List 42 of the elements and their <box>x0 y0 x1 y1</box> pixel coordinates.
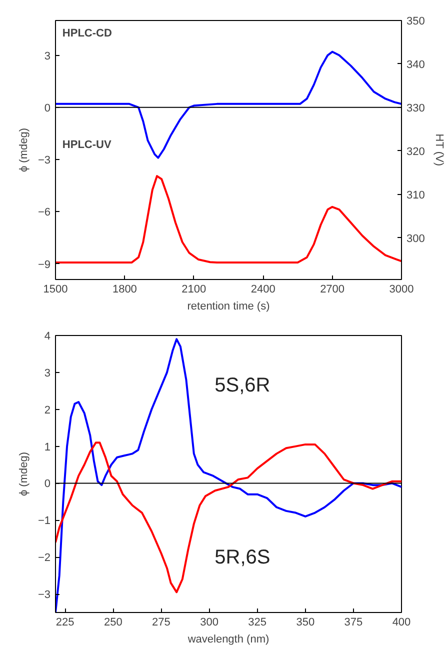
series-label: 5R,6S <box>214 546 270 568</box>
y-tick-label: −9 <box>38 258 51 271</box>
y-tick-label: −3 <box>38 589 51 602</box>
y-tick-label: −2 <box>38 552 51 564</box>
y-axis-title: ϕ (mdeg) <box>18 452 30 496</box>
x-tick-label: 1500 <box>43 284 68 296</box>
x-tick-label: 3000 <box>389 284 414 296</box>
y-tick-label: 1 <box>44 441 51 454</box>
y2-tick-label: 340 <box>406 58 425 71</box>
y-tick-label: 3 <box>44 367 51 380</box>
x-tick-label: 375 <box>344 616 363 628</box>
y-tick-label: −3 <box>38 154 51 167</box>
series-label: 5S,6R <box>214 374 270 396</box>
x-tick-label: 2700 <box>320 284 345 296</box>
y-tick-label: 0 <box>44 478 51 490</box>
x-tick-label: 2100 <box>182 284 206 296</box>
y-tick-label: −6 <box>38 206 51 219</box>
y2-tick-label: 330 <box>406 102 425 114</box>
x-tick-label: 350 <box>296 616 315 628</box>
x-tick-label: 325 <box>248 616 267 628</box>
y2-tick-label: 320 <box>406 146 425 158</box>
y-tick-label: 2 <box>44 404 51 416</box>
y-axis-title: ϕ (mdeg) <box>18 128 30 172</box>
y2-tick-label: 310 <box>406 189 425 202</box>
x-axis-title: retention time (s) <box>187 300 270 312</box>
y2-tick-label: 300 <box>406 232 425 245</box>
annotation: HPLC-CD <box>62 27 112 40</box>
x-axis-title: wavelength (nm) <box>186 634 270 646</box>
x-tick-label: 275 <box>152 616 170 628</box>
x-tick-label: 1800 <box>112 284 137 296</box>
x-tick-label: 225 <box>56 616 74 628</box>
y-tick-label: 0 <box>44 102 51 114</box>
x-tick-label: 2400 <box>250 284 276 296</box>
x-tick-label: 300 <box>200 616 218 628</box>
x-tick-label: 400 <box>392 616 411 628</box>
x-tick-label: 250 <box>104 616 122 628</box>
y-tick-label: 3 <box>44 50 51 62</box>
annotation: HPLC-UV <box>62 138 112 151</box>
y-tick-label: 4 <box>44 330 51 342</box>
y-tick-label: −1 <box>38 515 51 528</box>
y2-tick-label: 350 <box>406 16 425 28</box>
y2-axis-title: HT (V) <box>432 134 445 166</box>
